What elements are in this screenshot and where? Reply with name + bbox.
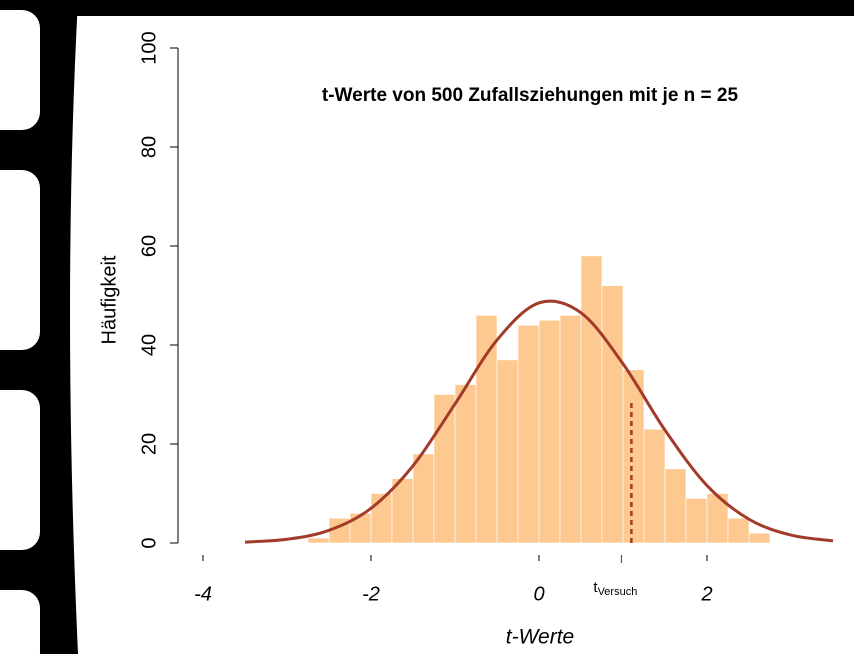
annotation-label: tVersuch: [593, 579, 637, 598]
bar: [580, 255, 603, 544]
y-tick-label: 0: [138, 537, 160, 548]
bar: [349, 512, 372, 544]
bar: [601, 285, 624, 544]
bar: [538, 319, 561, 544]
annotation-text: t: [593, 579, 598, 596]
y-tick-label: 40: [138, 334, 160, 356]
x-axis-label: t-Werte: [506, 626, 574, 649]
y-tick-label: 100: [138, 31, 160, 64]
chart-title: t-Werte von 500 Zufallsziehungen mit je …: [322, 85, 739, 106]
annotation-subscript: Versuch: [598, 586, 638, 598]
x-tick-label: -2: [362, 583, 380, 605]
x-tick-label: -4: [194, 583, 212, 605]
density-curve: [244, 299, 834, 544]
x-tick-label: 0: [533, 583, 544, 605]
bar: [412, 453, 435, 544]
bar: [685, 498, 708, 544]
bar: [748, 532, 771, 544]
bar: [643, 428, 666, 544]
y-tick-label: 60: [138, 235, 160, 257]
x-tick-label: 2: [700, 583, 712, 605]
bar: [664, 468, 687, 544]
y-tick-label: 20: [138, 433, 160, 455]
bar: [475, 314, 498, 544]
bar: [307, 537, 330, 544]
bar: [727, 517, 750, 544]
bar: [622, 369, 645, 544]
bar: [433, 394, 456, 544]
bar: [559, 314, 582, 544]
bar: [454, 384, 477, 544]
bar: [517, 324, 540, 544]
y-axis-label: Häufigkeit: [98, 255, 120, 344]
bar: [496, 359, 519, 544]
y-tick-label: 80: [138, 136, 160, 158]
